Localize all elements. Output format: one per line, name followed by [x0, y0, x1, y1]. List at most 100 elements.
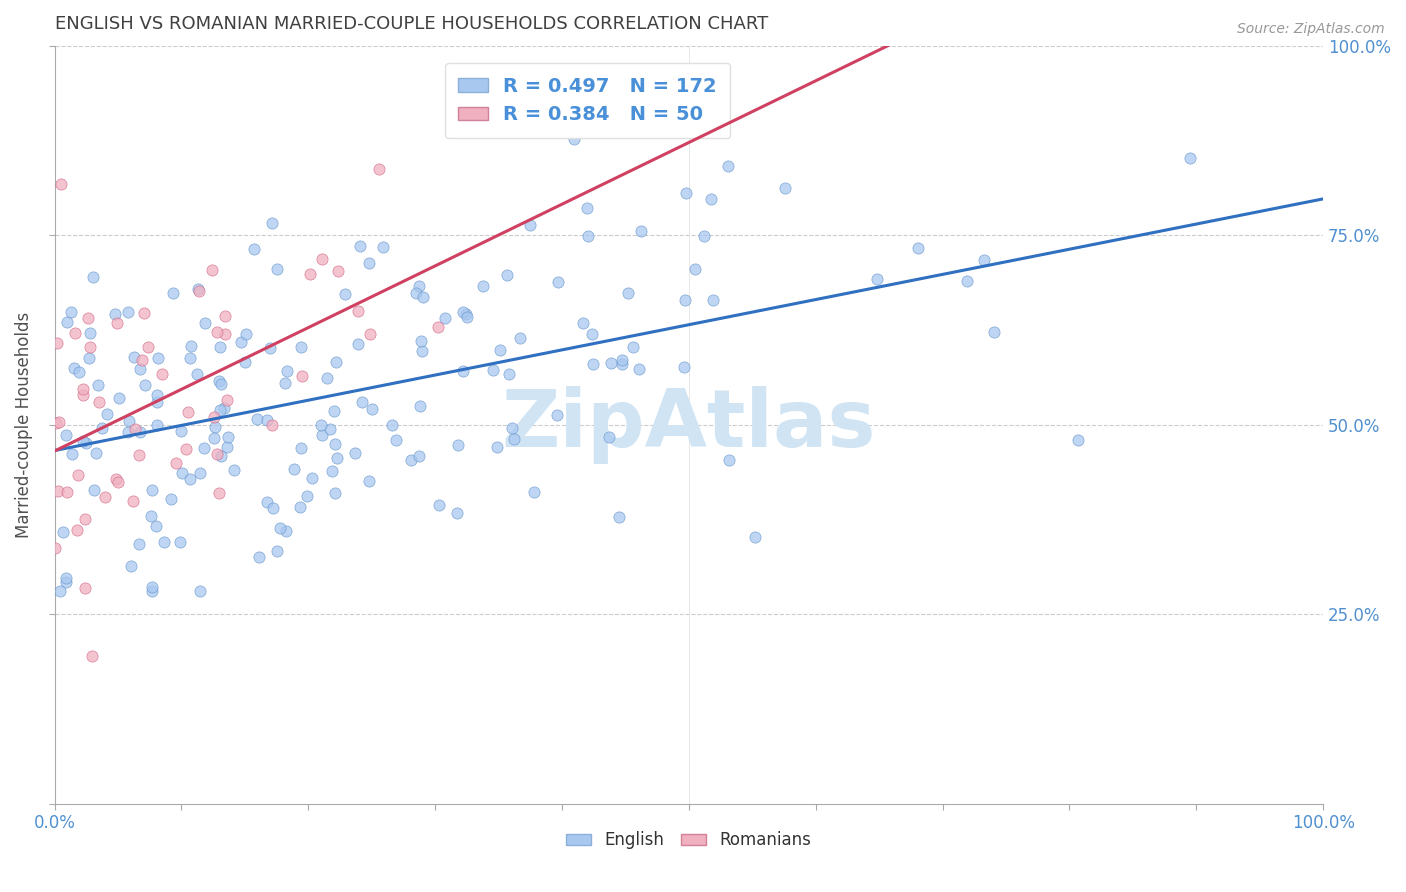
Point [124, 422, 146, 436]
Point [96, 407, 118, 421]
Point [322, 404, 344, 418]
Point [700, 192, 723, 206]
Point [67, 365, 90, 379]
Point [582, 357, 605, 371]
Point [453, 304, 475, 318]
Point [399, 453, 422, 467]
Point [162, 285, 184, 300]
Point [326, 264, 349, 278]
Point [319, 422, 342, 436]
Point [598, 430, 620, 444]
Point [290, 340, 312, 354]
Point [188, 284, 211, 298]
Point [117, 305, 139, 319]
Point [501, 421, 523, 435]
Point [502, 432, 524, 446]
Text: Source: ZipAtlas.com: Source: ZipAtlas.com [1237, 22, 1385, 37]
Point [229, 334, 252, 349]
Point [612, 357, 634, 371]
Point [108, 392, 131, 406]
Point [134, 377, 156, 392]
Point [564, 132, 586, 146]
Point [105, 317, 128, 331]
Point [170, 424, 193, 438]
Point [456, 310, 478, 324]
Point [607, 510, 630, 524]
Point [217, 430, 239, 444]
Point [621, 340, 644, 354]
Point [575, 201, 598, 215]
Point [93, 490, 115, 504]
Point [77, 311, 100, 326]
Point [325, 486, 347, 500]
Point [52, 525, 75, 540]
Point [718, 452, 741, 467]
Point [217, 392, 239, 407]
Point [48, 415, 70, 429]
Point [360, 401, 382, 416]
Point [170, 467, 193, 481]
Point [174, 442, 197, 456]
Point [262, 501, 284, 516]
Point [59, 304, 82, 318]
Point [141, 483, 163, 498]
Point [488, 343, 510, 357]
Point [132, 306, 155, 320]
Point [45, 416, 67, 430]
Point [693, 229, 716, 244]
Point [193, 442, 215, 456]
Point [295, 489, 318, 503]
Point [169, 534, 191, 549]
Point [63, 361, 86, 376]
Point [717, 160, 740, 174]
Point [48, 584, 70, 599]
Point [204, 410, 226, 425]
Point [159, 491, 181, 506]
Point [179, 472, 201, 486]
Point [145, 519, 167, 533]
Point [55, 570, 77, 584]
Point [471, 279, 494, 293]
Point [325, 451, 347, 466]
Point [153, 534, 176, 549]
Point [146, 351, 169, 366]
Point [72, 382, 94, 396]
Point [165, 456, 187, 470]
Point [262, 418, 284, 433]
Point [75, 436, 97, 450]
Point [75, 582, 97, 596]
Point [427, 319, 450, 334]
Point [107, 475, 129, 490]
Point [368, 161, 391, 176]
Point [55, 575, 77, 590]
Point [290, 500, 312, 514]
Point [146, 418, 169, 433]
Point [454, 307, 477, 321]
Point [599, 356, 621, 370]
Point [243, 242, 266, 256]
Point [773, 181, 796, 195]
Point [269, 521, 291, 535]
Point [44, 541, 66, 555]
Point [104, 307, 127, 321]
Point [131, 352, 153, 367]
Point [60, 446, 83, 460]
Point [91, 421, 114, 435]
Point [145, 394, 167, 409]
Point [983, 325, 1005, 339]
Point [66, 523, 89, 537]
Text: ZipAtlas: ZipAtlas [502, 385, 876, 464]
Point [83, 483, 105, 497]
Point [291, 369, 314, 384]
Point [186, 367, 208, 381]
Point [675, 186, 697, 201]
Point [311, 252, 333, 266]
Point [222, 463, 245, 477]
Point [205, 447, 228, 461]
Point [233, 355, 256, 369]
Point [209, 450, 232, 464]
Point [212, 401, 235, 415]
Point [188, 466, 211, 480]
Point [45, 335, 67, 350]
Point [204, 419, 226, 434]
